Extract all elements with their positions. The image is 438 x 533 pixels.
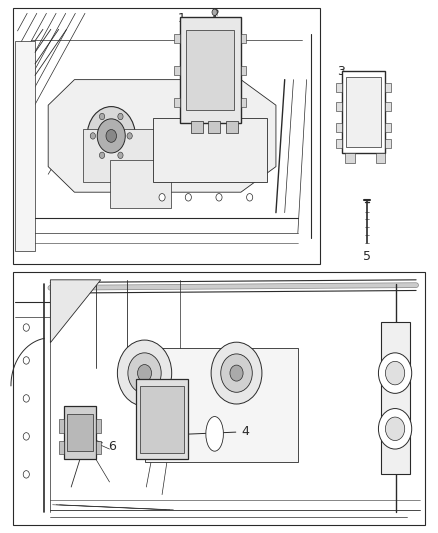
- Circle shape: [221, 354, 252, 392]
- Circle shape: [87, 107, 135, 165]
- Circle shape: [97, 119, 125, 153]
- Bar: [381, 322, 410, 474]
- Bar: [345, 154, 355, 163]
- Polygon shape: [50, 280, 101, 343]
- Bar: [67, 414, 93, 451]
- Circle shape: [247, 193, 253, 201]
- Circle shape: [378, 408, 412, 449]
- Bar: [226, 121, 238, 133]
- Circle shape: [127, 133, 132, 139]
- Bar: [191, 121, 203, 133]
- Bar: [336, 139, 342, 148]
- Bar: [136, 379, 188, 459]
- Bar: [208, 121, 220, 133]
- Circle shape: [23, 471, 29, 478]
- Bar: [83, 128, 162, 182]
- Bar: [385, 139, 391, 148]
- Polygon shape: [48, 79, 276, 192]
- Bar: [140, 386, 184, 453]
- Bar: [15, 41, 35, 251]
- Circle shape: [230, 365, 243, 381]
- Bar: [336, 102, 342, 111]
- Bar: [241, 98, 246, 107]
- Bar: [13, 272, 425, 525]
- Circle shape: [106, 130, 117, 142]
- Bar: [96, 419, 101, 433]
- Circle shape: [216, 193, 222, 201]
- Circle shape: [378, 353, 412, 393]
- Bar: [385, 123, 391, 132]
- Bar: [153, 118, 267, 182]
- Bar: [186, 30, 234, 110]
- Circle shape: [385, 417, 405, 440]
- Bar: [145, 348, 298, 462]
- Bar: [376, 154, 385, 163]
- Circle shape: [117, 340, 172, 406]
- Circle shape: [138, 365, 152, 382]
- Circle shape: [159, 193, 165, 201]
- Text: 3: 3: [337, 66, 346, 100]
- Text: 1: 1: [178, 12, 197, 66]
- Circle shape: [23, 394, 29, 402]
- Circle shape: [118, 152, 123, 158]
- Circle shape: [23, 433, 29, 440]
- Bar: [13, 8, 320, 264]
- Bar: [241, 66, 246, 75]
- Bar: [174, 34, 180, 43]
- Bar: [110, 159, 171, 207]
- Bar: [385, 102, 391, 111]
- Bar: [385, 83, 391, 92]
- Circle shape: [385, 361, 405, 385]
- Circle shape: [99, 152, 105, 158]
- Bar: [336, 83, 342, 92]
- Circle shape: [99, 114, 105, 120]
- Bar: [336, 123, 342, 132]
- Bar: [241, 34, 246, 43]
- Ellipse shape: [206, 417, 223, 451]
- Circle shape: [23, 357, 29, 364]
- Circle shape: [211, 342, 262, 404]
- Bar: [174, 98, 180, 107]
- Text: 4: 4: [166, 425, 249, 438]
- Circle shape: [128, 353, 161, 393]
- Bar: [96, 440, 101, 454]
- Text: 6: 6: [77, 433, 116, 453]
- Bar: [180, 17, 241, 123]
- Circle shape: [23, 324, 29, 331]
- Bar: [174, 66, 180, 75]
- Circle shape: [90, 133, 95, 139]
- Text: 5: 5: [363, 251, 371, 263]
- Circle shape: [185, 193, 191, 201]
- Circle shape: [118, 114, 123, 120]
- Bar: [346, 77, 381, 147]
- Bar: [64, 406, 96, 459]
- Bar: [59, 440, 64, 454]
- Text: 2: 2: [212, 9, 219, 21]
- Bar: [59, 419, 64, 433]
- Circle shape: [212, 9, 217, 15]
- Bar: [342, 70, 385, 154]
